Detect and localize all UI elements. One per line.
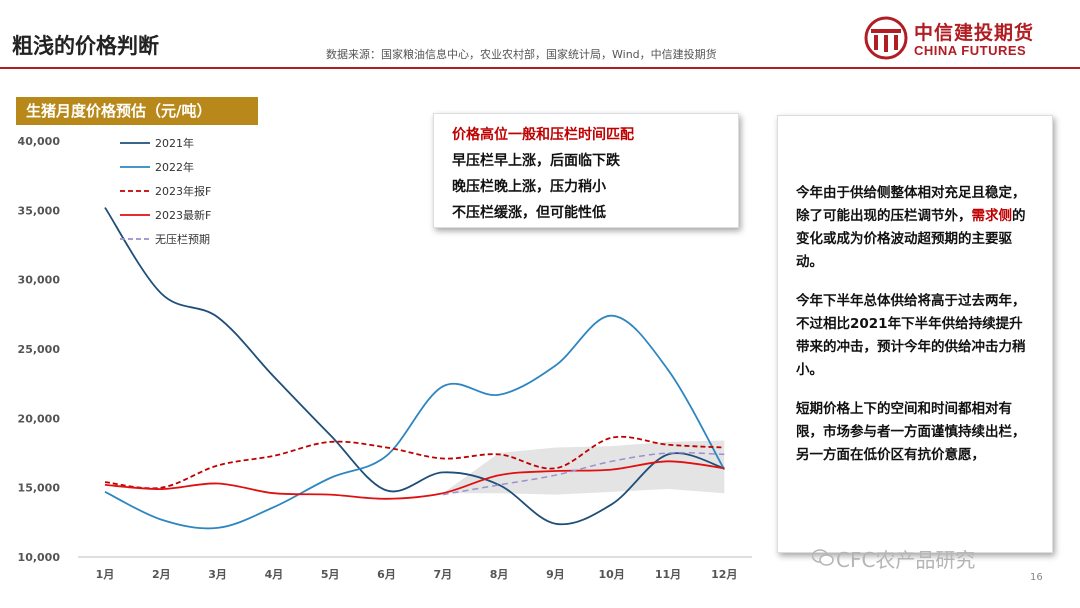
logo-chinese-name: 中信建投期货 (914, 22, 1035, 44)
commentary-paragraph-2: 今年下半年总体供给将高于过去两年，不过相比2021年下半年供给持续提升带来的冲击… (796, 293, 1026, 378)
x-tick-label: 8月 (490, 568, 509, 581)
wechat-icon (812, 549, 834, 566)
chart-title: 生猪月度价格预估（元/吨） (16, 97, 258, 125)
x-tick-label: 4月 (265, 568, 284, 581)
logo-english-name: CHINA FUTURES (914, 43, 1027, 58)
x-tick-label: 9月 (546, 568, 565, 581)
y-tick-label: 35,000 (18, 204, 61, 217)
legend-label: 2023年报F (155, 184, 211, 198)
x-tick-label: 10月 (599, 568, 625, 581)
x-tick-label: 3月 (208, 568, 227, 581)
x-tick-label: 11月 (655, 568, 681, 581)
price-chart: 10,000 15,000 20,000 25,000 30,000 35,000 40,0… (18, 135, 752, 581)
x-tick-label: 7月 (433, 568, 452, 581)
commentary-highlight: 需求侧 (971, 208, 1013, 224)
watermark: CFC农产品研究 (836, 548, 976, 572)
y-tick-label: 40,000 (18, 135, 61, 148)
legend-label: 2023最新F (155, 208, 211, 222)
callout-line: 晚压栏晚上涨，压力稍小 (452, 179, 606, 195)
x-tick-label: 5月 (321, 568, 340, 581)
legend-label: 2022年 (155, 160, 194, 174)
citic-logo-icon (864, 16, 908, 60)
x-tick-label: 2月 (152, 568, 171, 581)
series-line-1 (104, 207, 725, 526)
commentary-text: 的变化或成为价格波动超预期的主要驱动。 (796, 208, 1026, 270)
callout-box: 价格高位一般和压栏时间匹配 早压栏早上涨，后面临下跌 晚压栏晚上涨，压力稍小 不… (433, 113, 739, 228)
legend-label: 无压栏预期 (155, 232, 210, 246)
header-divider (0, 67, 1080, 69)
series-line-2 (104, 314, 726, 530)
y-tick-label: 15,000 (18, 482, 61, 495)
series-line-3 (104, 435, 725, 490)
callout-heading: 价格高位一般和压栏时间匹配 (452, 127, 634, 143)
x-tick-label: 12月 (711, 568, 737, 581)
y-tick-label: 25,000 (18, 343, 61, 356)
x-tick-label: 6月 (377, 568, 396, 581)
callout-line: 不压栏缓涨，但可能性低 (452, 205, 606, 221)
company-logo: 中信建投期货 CHINA FUTURES (864, 16, 1074, 62)
y-tick-label: 20,000 (18, 412, 61, 425)
commentary-panel: 今年由于供给侧整体相对充足且稳定，除了可能出现的压栏调节外，需求侧的变化或成为价… (777, 115, 1053, 553)
page-number: 16 (1030, 572, 1043, 583)
commentary-paragraph-1: 今年由于供给侧整体相对充足且稳定，除了可能出现的压栏调节外，需求侧的变化或成为价… (796, 182, 1036, 274)
commentary-paragraph-3: 短期价格上下的空间和时间都相对有限，市场参与者一方面谨慎持续出栏，另一方面在低价… (796, 401, 1026, 463)
commentary-text: 今年由于供给侧整体相对充足且稳定，除了可能出现的压栏调节外， (796, 185, 1026, 224)
legend-label: 2021年 (155, 136, 194, 150)
series-line-4 (104, 460, 725, 500)
x-tick-label: 1月 (96, 568, 115, 581)
data-source-note: 数据来源：国家粮油信息中心，农业农村部，国家统计局，Wind，中信建投期货 (326, 48, 717, 61)
y-tick-label: 30,000 (18, 274, 61, 287)
callout-line: 早压栏早上涨，后面临下跌 (452, 153, 620, 169)
page-title: 粗浅的价格判断 (12, 34, 159, 58)
series-line-5 (442, 451, 725, 496)
y-tick-label: 10,000 (18, 551, 61, 564)
